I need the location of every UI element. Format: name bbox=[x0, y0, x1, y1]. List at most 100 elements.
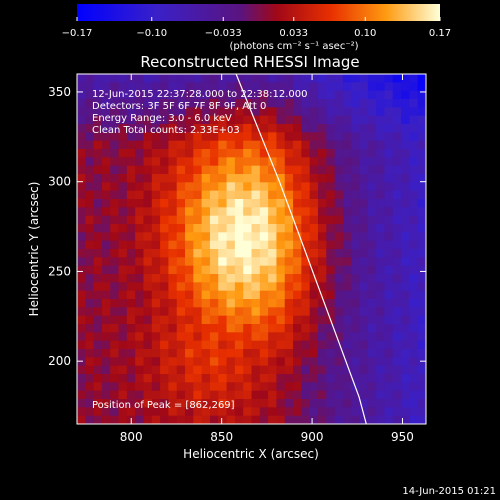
heatmap-cell bbox=[276, 107, 286, 117]
heatmap-cell bbox=[85, 382, 95, 392]
heatmap-cell bbox=[268, 299, 278, 308]
heatmap-cell bbox=[168, 407, 178, 417]
heatmap-cell bbox=[226, 140, 236, 150]
heatmap-cell bbox=[85, 290, 95, 300]
heatmap-cell bbox=[301, 207, 311, 217]
heatmap-cell bbox=[309, 240, 319, 250]
heatmap-cell bbox=[409, 415, 419, 424]
heatmap-cell bbox=[185, 307, 194, 317]
heatmap-cell bbox=[234, 415, 244, 424]
heatmap-cell bbox=[259, 332, 269, 342]
heatmap-cell bbox=[176, 165, 186, 175]
heatmap-cell bbox=[268, 257, 278, 267]
heatmap-cell bbox=[309, 190, 319, 200]
heatmap-cell bbox=[259, 265, 269, 275]
heatmap-cell bbox=[259, 365, 269, 375]
heatmap-cell bbox=[185, 199, 194, 208]
heatmap-cell bbox=[359, 174, 369, 183]
heatmap-cell bbox=[243, 249, 253, 258]
heatmap-cell bbox=[151, 324, 161, 333]
heatmap-cell bbox=[284, 240, 294, 250]
heatmap-cell bbox=[392, 74, 402, 83]
heatmap-cell bbox=[268, 290, 278, 300]
heatmap-cell bbox=[77, 415, 86, 424]
heatmap-cell bbox=[317, 299, 327, 308]
heatmap-cell bbox=[251, 332, 261, 342]
heatmap-cell bbox=[301, 357, 311, 367]
heatmap-cell bbox=[301, 232, 311, 242]
heatmap-cell bbox=[268, 182, 278, 192]
heatmap-cell bbox=[168, 324, 178, 333]
heatmap-cell bbox=[160, 282, 170, 292]
heatmap-cell bbox=[168, 290, 178, 300]
heatmap-cell bbox=[401, 99, 410, 108]
heatmap-cell bbox=[176, 74, 186, 83]
heatmap-cell bbox=[409, 365, 419, 375]
heatmap-cell bbox=[301, 332, 311, 342]
heatmap-cell bbox=[143, 132, 153, 142]
heatmap-cell bbox=[293, 274, 302, 283]
heatmap-cell bbox=[359, 399, 369, 408]
heatmap-cell bbox=[251, 174, 261, 183]
heatmap-cell bbox=[218, 315, 228, 325]
x-tick-label: 800 bbox=[120, 430, 143, 444]
heatmap-cell bbox=[284, 340, 294, 350]
heatmap-cell bbox=[151, 399, 161, 408]
heatmap-cell bbox=[351, 349, 361, 358]
heatmap-cell bbox=[293, 340, 302, 350]
heatmap-cell bbox=[77, 249, 86, 258]
heatmap-cell bbox=[176, 299, 186, 308]
heatmap-cell bbox=[93, 99, 103, 108]
heatmap-cell bbox=[351, 190, 361, 200]
heatmap-cell bbox=[259, 232, 269, 242]
heatmap-cell bbox=[85, 149, 95, 158]
heatmap-cell bbox=[359, 82, 369, 92]
heatmap-cell bbox=[234, 340, 244, 350]
heatmap-cell bbox=[317, 349, 327, 358]
heatmap-cell bbox=[392, 399, 402, 408]
heatmap-cell bbox=[359, 290, 369, 300]
heatmap-cell bbox=[201, 140, 211, 150]
heatmap-cell bbox=[351, 407, 361, 417]
heatmap-cell bbox=[359, 249, 369, 258]
heatmap-cell bbox=[193, 174, 203, 183]
x-axis-label: Heliocentric X (arcsec) bbox=[183, 447, 319, 461]
heatmap-cell bbox=[135, 399, 145, 408]
heatmap-cell bbox=[160, 182, 170, 192]
heatmap-cell bbox=[168, 415, 178, 424]
heatmap-cell bbox=[417, 149, 426, 158]
heatmap-cell bbox=[309, 174, 319, 183]
heatmap-cell bbox=[367, 357, 377, 367]
heatmap-cell bbox=[367, 399, 377, 408]
heatmap-cell bbox=[384, 299, 394, 308]
heatmap-cell bbox=[126, 407, 136, 417]
heatmap-cell bbox=[234, 299, 244, 308]
heatmap-cell bbox=[126, 215, 136, 225]
heatmap-cell bbox=[85, 415, 95, 424]
heatmap-cell bbox=[160, 199, 170, 208]
heatmap-cell bbox=[126, 315, 136, 325]
heatmap-cell bbox=[160, 415, 170, 424]
heatmap-cell bbox=[234, 199, 244, 208]
heatmap-cell bbox=[226, 190, 236, 200]
heatmap-cell bbox=[160, 374, 170, 383]
heatmap-cell bbox=[342, 115, 352, 125]
heatmap-cell bbox=[293, 290, 302, 300]
heatmap-cell bbox=[309, 415, 319, 424]
heatmap-cell bbox=[317, 115, 327, 125]
heatmap-cell bbox=[126, 107, 136, 117]
heatmap-cell bbox=[168, 107, 178, 117]
heatmap-cell bbox=[85, 257, 95, 267]
heatmap-cell bbox=[243, 174, 253, 183]
heatmap-cell bbox=[301, 174, 311, 183]
heatmap-cell bbox=[193, 390, 203, 400]
heatmap-cell bbox=[376, 124, 386, 133]
heatmap-cell bbox=[342, 190, 352, 200]
heatmap-cell bbox=[160, 357, 170, 367]
heatmap-cell bbox=[160, 74, 170, 83]
heatmap-cell bbox=[259, 124, 269, 133]
heatmap-cell bbox=[226, 174, 236, 183]
heatmap-cell bbox=[118, 257, 128, 267]
heatmap-cell bbox=[243, 74, 253, 83]
heatmap-cell bbox=[151, 357, 161, 367]
